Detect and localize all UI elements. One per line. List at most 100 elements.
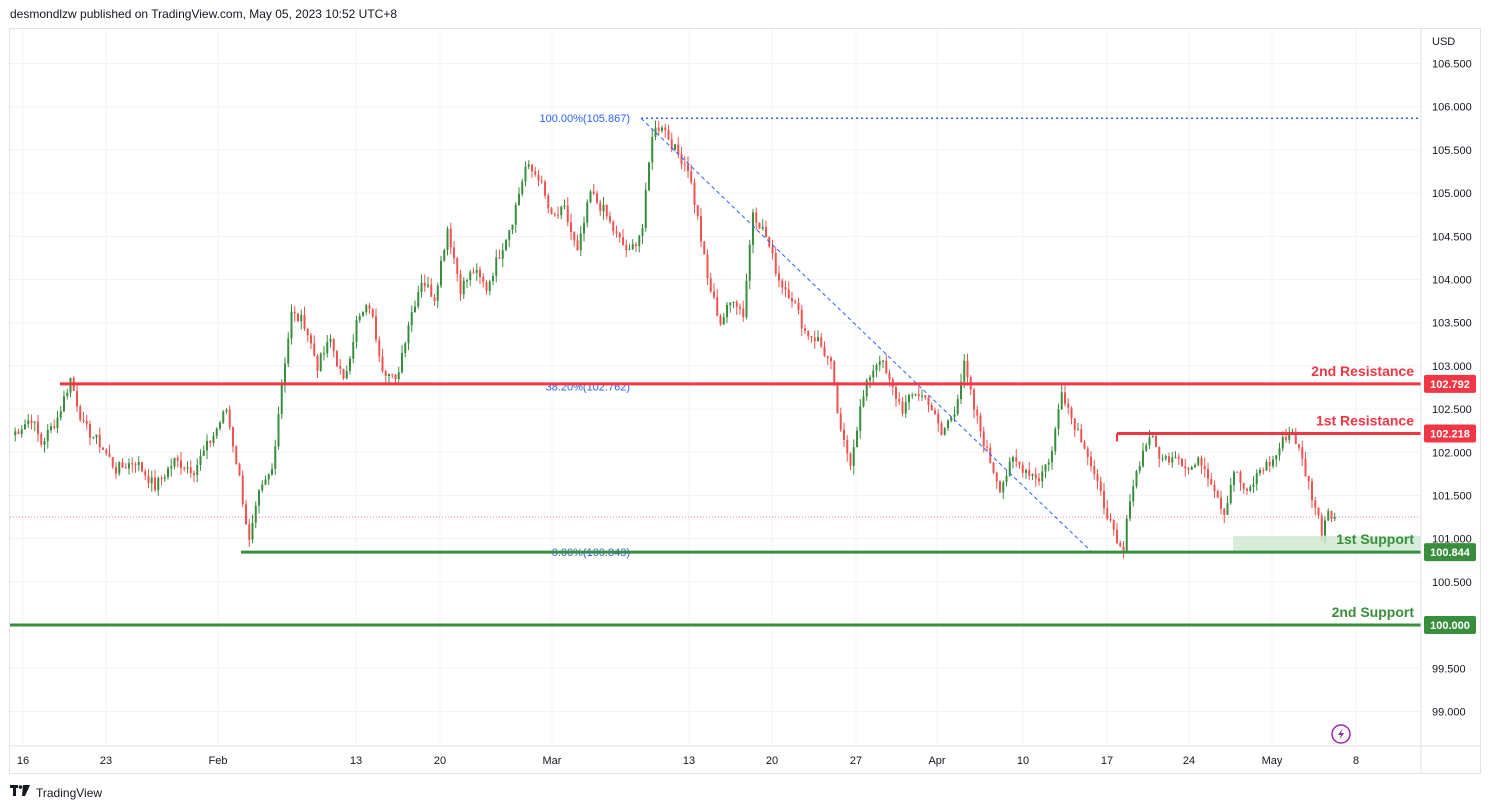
candle <box>261 480 264 493</box>
candle <box>316 353 319 378</box>
candle <box>118 461 121 476</box>
candle <box>1103 482 1105 515</box>
candle <box>378 336 381 363</box>
candle <box>1213 480 1216 499</box>
candle <box>657 120 660 135</box>
candle <box>267 473 270 486</box>
candle <box>1265 459 1268 471</box>
candle <box>963 354 966 388</box>
level-name-label: 1st Support <box>1336 531 1414 547</box>
candle <box>1252 476 1255 494</box>
candle <box>394 373 397 385</box>
candle <box>732 301 735 309</box>
candle <box>651 128 654 170</box>
brand-name[interactable]: TradingView <box>36 785 103 800</box>
level-name-label: 2nd Support <box>1332 604 1415 620</box>
candle <box>173 457 176 470</box>
candle <box>804 324 806 335</box>
candle <box>570 213 572 240</box>
x-tick-label: 13 <box>683 755 695 767</box>
candle <box>193 470 195 483</box>
candle <box>85 414 88 430</box>
candle <box>784 280 787 298</box>
tradingview-logo-icon[interactable] <box>10 785 30 800</box>
candle <box>1275 455 1278 467</box>
candle <box>1177 453 1180 465</box>
candle <box>625 239 628 258</box>
candle <box>131 457 134 473</box>
publisher-header: desmondlzw published on TradingView.com,… <box>10 7 398 21</box>
x-tick-label: 13 <box>350 755 362 767</box>
candle <box>1073 418 1076 438</box>
candle <box>76 382 78 412</box>
candle <box>820 333 823 348</box>
candle <box>436 282 439 309</box>
candle <box>1125 514 1128 551</box>
level-price-badge <box>1424 543 1476 562</box>
candle <box>1184 458 1187 477</box>
candle <box>953 406 956 422</box>
candle <box>898 392 901 406</box>
candle <box>1112 519 1115 536</box>
candle <box>310 332 312 350</box>
candle <box>995 472 998 489</box>
candle <box>508 229 511 247</box>
candle <box>800 305 803 337</box>
candle <box>479 266 481 285</box>
candle <box>355 315 358 349</box>
candle <box>137 456 140 472</box>
candle <box>430 278 433 298</box>
candle <box>43 437 46 453</box>
candle <box>521 178 524 197</box>
candle <box>1242 482 1245 494</box>
candle <box>797 297 800 315</box>
candle <box>667 124 670 141</box>
candle <box>592 183 595 196</box>
candle <box>14 427 17 442</box>
y-tick-label: 101.500 <box>1432 490 1472 502</box>
candle <box>183 466 186 472</box>
candle <box>1119 540 1122 548</box>
candle <box>228 405 231 431</box>
candle <box>401 345 403 374</box>
candle <box>839 407 842 432</box>
candle <box>560 205 563 220</box>
candle <box>1233 470 1235 492</box>
candle <box>787 281 790 299</box>
candle <box>774 247 777 277</box>
candle <box>709 272 712 294</box>
candle <box>875 363 878 378</box>
candle <box>417 285 420 309</box>
candle <box>358 312 361 323</box>
candle <box>622 229 624 246</box>
candle <box>703 240 706 255</box>
candle <box>1262 467 1265 475</box>
candle <box>739 303 741 315</box>
y-tick-label: 105.000 <box>1432 188 1472 200</box>
candle <box>1285 428 1287 443</box>
candle <box>813 330 816 349</box>
candle <box>196 458 199 483</box>
candle <box>817 330 819 342</box>
candle <box>849 452 852 471</box>
candle <box>1054 426 1057 456</box>
x-tick-label: 20 <box>766 755 778 767</box>
candle <box>33 421 36 432</box>
candle <box>1018 461 1021 469</box>
candle <box>420 274 423 298</box>
candle <box>950 416 953 423</box>
lightning-icon[interactable] <box>1331 724 1351 744</box>
candle <box>339 359 342 375</box>
candle <box>277 406 280 450</box>
y-tick-label: 104.000 <box>1432 275 1472 287</box>
candle <box>98 427 101 454</box>
candle <box>1168 452 1170 466</box>
candle <box>852 439 855 475</box>
candle <box>1142 442 1144 468</box>
candle <box>885 354 888 375</box>
candle <box>700 208 702 248</box>
candle <box>1161 454 1164 462</box>
candle <box>716 289 719 317</box>
candle <box>693 178 696 214</box>
